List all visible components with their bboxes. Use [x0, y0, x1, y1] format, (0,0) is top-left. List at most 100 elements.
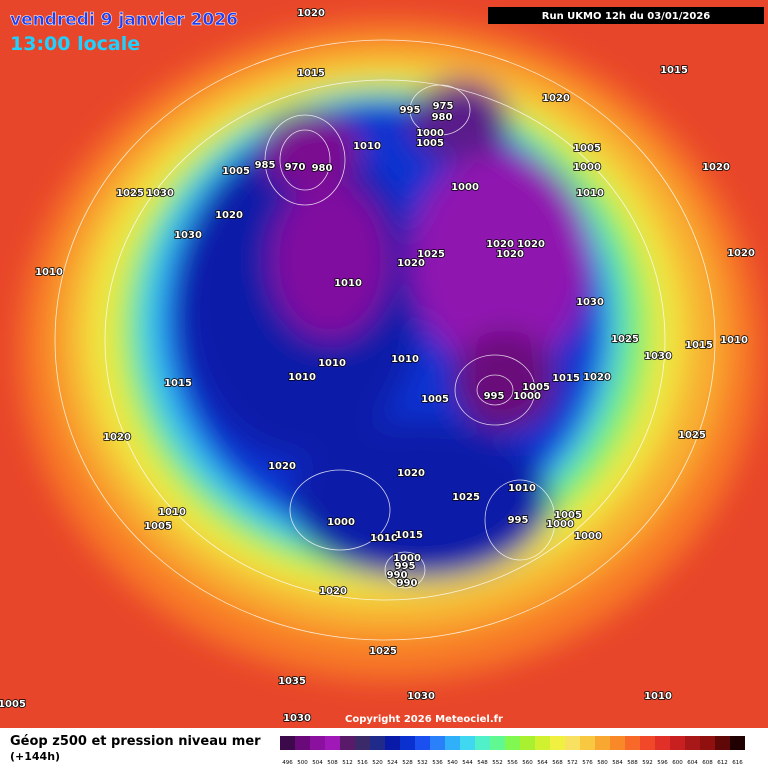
colorbar-swatch: [310, 736, 325, 750]
isobar-label: 1010: [644, 691, 672, 702]
colorbar-label: 612: [717, 760, 728, 766]
isobar-label: 990: [387, 570, 408, 581]
isobar-label: 1020: [517, 239, 545, 250]
isobar-label: 1010: [158, 507, 186, 518]
colorbar-label: 528: [402, 760, 413, 766]
isobar-label: 1000: [416, 128, 444, 139]
isobar-label: 1000: [574, 531, 602, 542]
colorbar-label: 600: [672, 760, 683, 766]
colorbar-swatch: [520, 736, 535, 750]
isobar-label: 1020: [397, 258, 425, 269]
colorbar-swatch: [655, 736, 670, 750]
isobar-label: 1005: [421, 394, 449, 405]
colorbar-swatch: [595, 736, 610, 750]
legend-subtitle: (+144h): [10, 750, 60, 763]
colorbar-label: 568: [552, 760, 563, 766]
colorbar-label: 584: [612, 760, 623, 766]
colorbar-swatch: [730, 736, 745, 750]
isobar-label: 1020: [215, 210, 243, 221]
colorbar-swatch: [415, 736, 430, 750]
isobar-label: 1005: [573, 143, 601, 154]
isobar-label: 1000: [573, 162, 601, 173]
colorbar-swatch: [325, 736, 340, 750]
colorbar-swatch: [280, 736, 295, 750]
colorbar-label: 524: [387, 760, 398, 766]
isobar-label: 1020: [397, 468, 425, 479]
colorbar-label: 512: [342, 760, 353, 766]
isobar-label: 1025: [678, 430, 706, 441]
isobar-label: 1010: [508, 483, 536, 494]
isobar-label: 1005: [144, 521, 172, 532]
colorbar-swatch: [400, 736, 415, 750]
date: vendredi 9 janvier 2026: [10, 10, 238, 30]
isobar-label: 985: [255, 160, 276, 171]
colorbar-label: 608: [702, 760, 713, 766]
colorbar-label: 576: [582, 760, 593, 766]
isobar-label: 995: [508, 515, 529, 526]
legend-title: Géop z500 et pression niveau mer: [10, 734, 261, 749]
colorbar-label: 520: [372, 760, 383, 766]
isobar-label: 1020: [486, 239, 514, 250]
colorbar-swatch: [700, 736, 715, 750]
isobar-label: 1025: [611, 334, 639, 345]
colorbar-label: 580: [597, 760, 608, 766]
colorbar-swatch: [715, 736, 730, 750]
isobar-label: 995: [400, 105, 421, 116]
colorbar-swatch: [610, 736, 625, 750]
isobar-label: 1030: [283, 713, 311, 724]
colorbar-label: 552: [492, 760, 503, 766]
colorbar-label: 572: [567, 760, 578, 766]
isobar-label: 1015: [164, 378, 192, 389]
colorbar-swatch: [625, 736, 640, 750]
colorbar-swatch: [340, 736, 355, 750]
isobar-label: 995: [484, 391, 505, 402]
copyright: Copyright 2026 Meteociel.fr: [345, 714, 503, 725]
isobar-label: 1020: [583, 372, 611, 383]
isobar-label: 1015: [395, 530, 423, 541]
colorbar-label: 596: [657, 760, 668, 766]
colorbar-label: 500: [297, 760, 308, 766]
colorbar-label: 588: [627, 760, 638, 766]
isobar-label: 1020: [542, 93, 570, 104]
isobar-label: 1005: [222, 166, 250, 177]
isobar-label: 1005: [554, 510, 582, 521]
run-box: [488, 7, 764, 24]
isobar-label: 1000: [546, 519, 574, 530]
isobar-label: 1010: [318, 358, 346, 369]
colorbar-label: 604: [687, 760, 698, 766]
isobar-label: 980: [312, 163, 333, 174]
isobar-label: 990: [397, 578, 418, 589]
colorbar-swatch: [550, 736, 565, 750]
isobar-label: 1010: [370, 533, 398, 544]
colorbar-swatch: [445, 736, 460, 750]
colorbar-swatch: [670, 736, 685, 750]
isobar-label: 1030: [174, 230, 202, 241]
colorbar-swatch: [490, 736, 505, 750]
colorbar: 496 500 504 508 512 516 520 524 528 532 536 540 544 5…: [280, 736, 745, 766]
isobar-label: 1000: [513, 391, 541, 402]
isobar-label: 1010: [35, 267, 63, 278]
isobar-label: 1010: [391, 354, 419, 365]
colorbar-swatch: [460, 736, 475, 750]
isobar-label: 1025: [369, 646, 397, 657]
isobar-label: 1025: [116, 188, 144, 199]
colorbar-swatch: [385, 736, 400, 750]
isobar-label: 1030: [576, 297, 604, 308]
isobar-label: 1000: [451, 182, 479, 193]
isobar-label: 1010: [334, 278, 362, 289]
colorbar-label: 548: [477, 760, 488, 766]
isobar-label: 1025: [452, 492, 480, 503]
colorbar-swatch: [685, 736, 700, 750]
isobar-label: 1010: [353, 141, 381, 152]
colorbar-swatch: [565, 736, 580, 750]
colorbar-swatch: [355, 736, 370, 750]
isobar-label: 1020: [103, 432, 131, 443]
colorbar-swatch: [370, 736, 385, 750]
isobar-label: 1005: [522, 382, 550, 393]
colorbar-label: 560: [522, 760, 533, 766]
field: [20, 20, 760, 680]
isobar-label: 970: [285, 162, 306, 173]
isobar-label: 1035: [278, 676, 306, 687]
